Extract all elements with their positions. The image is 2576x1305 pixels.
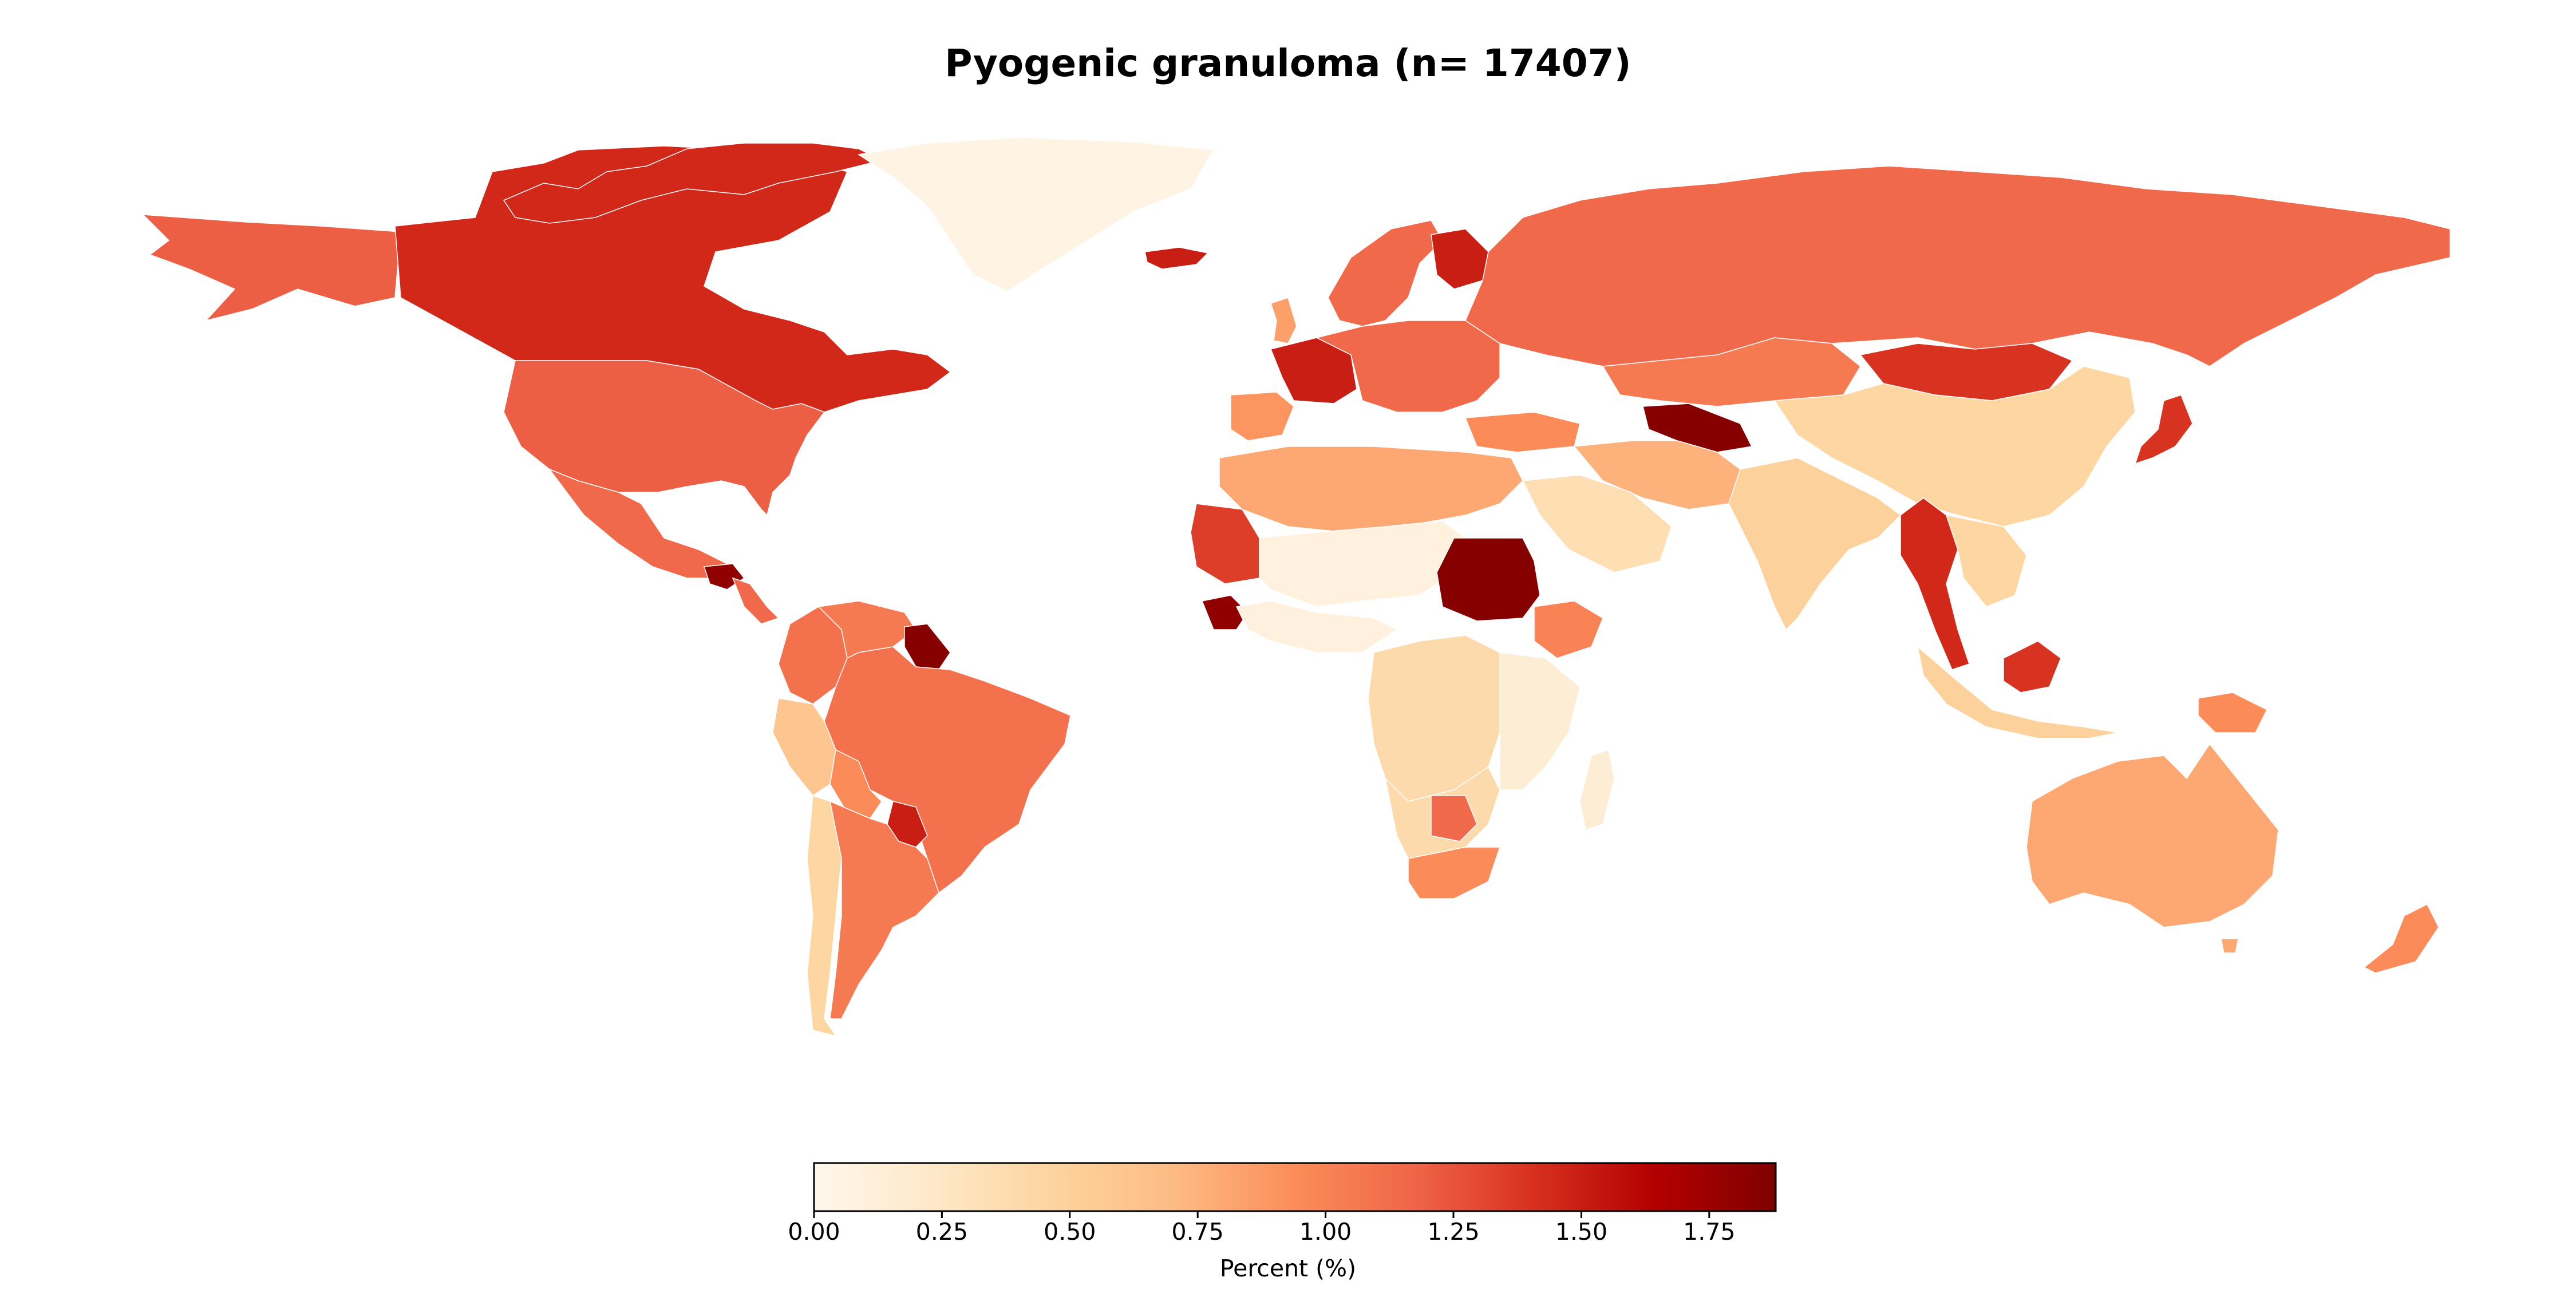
region-bolivia[interactable] xyxy=(829,749,882,819)
region-russia[interactable] xyxy=(1465,165,2451,367)
region-indonesia[interactable] xyxy=(1917,646,2119,739)
region-central-america[interactable] xyxy=(732,577,780,624)
region-mauritania[interactable] xyxy=(1190,503,1260,584)
region-spain[interactable] xyxy=(1230,391,1294,441)
region-east-africa[interactable] xyxy=(1499,652,1581,790)
region-borneo[interactable] xyxy=(2003,640,2061,693)
region-myanmar[interactable] xyxy=(1900,497,1970,670)
region-alaska[interactable] xyxy=(142,214,401,322)
colorbar xyxy=(813,1162,1777,1218)
region-india[interactable] xyxy=(1728,457,1902,631)
region-madagascar[interactable] xyxy=(1579,749,1615,831)
region-china[interactable] xyxy=(1773,366,2136,527)
region-scandinavia[interactable] xyxy=(1327,220,1443,327)
region-japan[interactable] xyxy=(2134,394,2193,465)
region-ethiopia[interactable] xyxy=(1534,600,1603,659)
region-argentina[interactable] xyxy=(829,800,939,1019)
region-papua-new-guinea[interactable] xyxy=(2198,692,2268,733)
region-turkey[interactable] xyxy=(1464,412,1581,453)
region-australia[interactable] xyxy=(2026,743,2279,928)
region-united-kingdom[interactable] xyxy=(1270,297,1297,344)
region-west-africa[interactable] xyxy=(1235,600,1398,653)
region-new-zealand[interactable] xyxy=(2363,903,2439,974)
region-southeast-asia[interactable] xyxy=(1945,515,2027,607)
region-north-africa[interactable] xyxy=(1219,446,1523,533)
region-tasmania[interactable] xyxy=(2221,938,2239,954)
region-finland[interactable] xyxy=(1431,228,1489,290)
region-kazakhstan[interactable] xyxy=(1602,337,1861,407)
region-guinea[interactable] xyxy=(1201,595,1249,630)
colorbar-ticks xyxy=(813,1211,1710,1218)
region-saudi-arabia[interactable] xyxy=(1522,474,1672,573)
region-peru[interactable] xyxy=(772,698,836,797)
region-greenland[interactable] xyxy=(858,137,1215,292)
region-botswana[interactable] xyxy=(1431,795,1477,842)
region-europe[interactable] xyxy=(1315,320,1500,413)
map-title: Pyogenic granuloma (n= 17407) xyxy=(945,41,1631,85)
region-sahel[interactable] xyxy=(1259,520,1466,607)
colorbar-box xyxy=(813,1162,1777,1212)
region-sudan[interactable] xyxy=(1436,537,1540,622)
region-iceland[interactable] xyxy=(1144,247,1209,270)
region-south-africa[interactable] xyxy=(1408,847,1501,899)
regions-layer xyxy=(142,137,2451,1037)
region-turkmenistan[interactable] xyxy=(1642,403,1753,453)
